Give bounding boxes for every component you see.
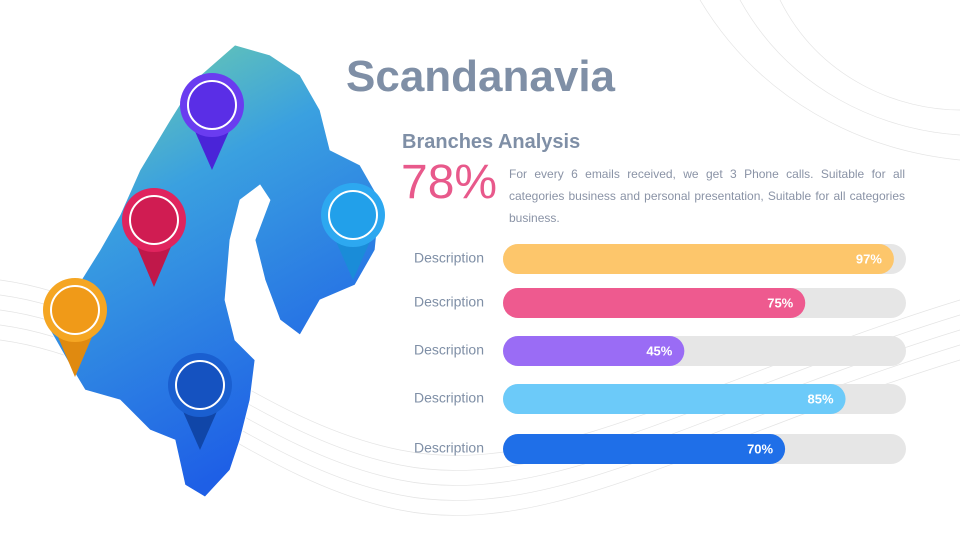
title: Scandanavia: [346, 52, 616, 101]
bar: [503, 384, 846, 414]
bar: [503, 288, 806, 318]
map-pins: [43, 73, 385, 450]
bar: [503, 244, 894, 274]
category-label: Description: [414, 294, 484, 310]
category-label: Description: [414, 440, 484, 456]
bar: [503, 336, 685, 366]
highlight: 78%: [401, 156, 498, 209]
subtitle: Branches Analysis: [402, 131, 581, 153]
value-label: 70%: [747, 441, 773, 456]
bar: [503, 434, 786, 464]
value-label: 97%: [856, 251, 882, 266]
value-label: 85%: [808, 391, 834, 406]
value-label: 45%: [646, 343, 672, 358]
paragraph: For every 6 emails received, we get 3 Ph…: [509, 167, 905, 225]
category-label: Description: [414, 390, 484, 406]
value-label: 75%: [767, 295, 793, 310]
category-label: Description: [414, 250, 484, 266]
category-label: Description: [414, 342, 484, 358]
